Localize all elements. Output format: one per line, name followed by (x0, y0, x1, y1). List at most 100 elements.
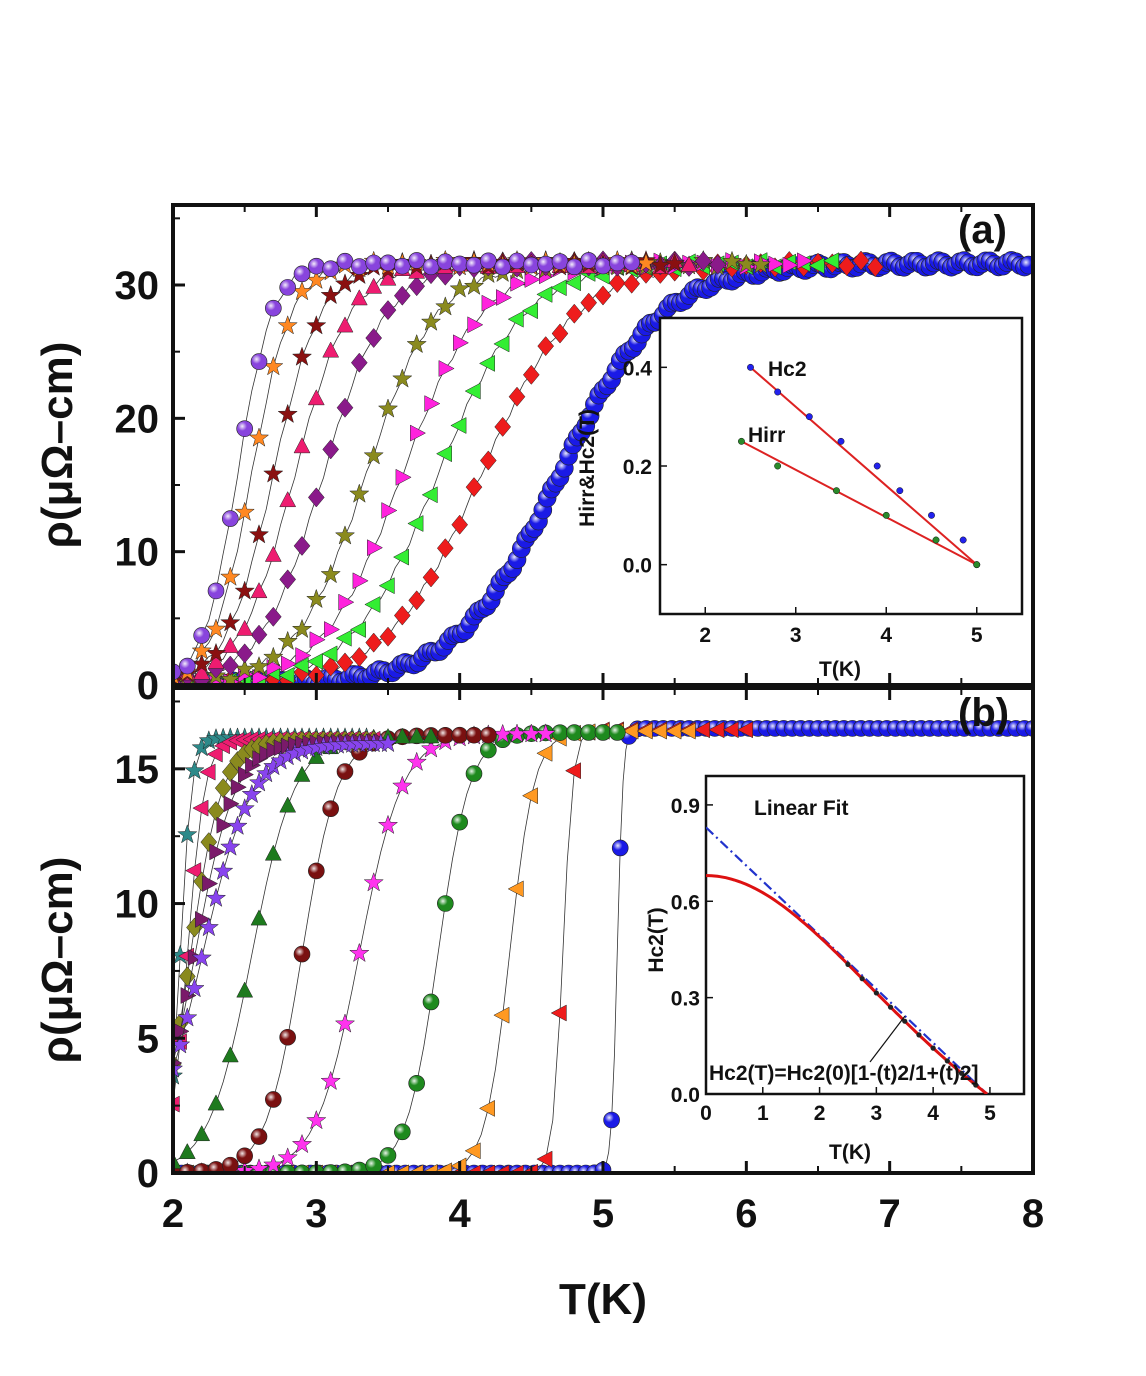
data-point (451, 514, 469, 535)
data-point-highlight (437, 727, 454, 744)
data-point (277, 630, 298, 651)
series-b-5 (173, 726, 497, 1173)
data-point (221, 1046, 239, 1063)
data-point (367, 539, 384, 557)
data-point-highlight (380, 254, 396, 271)
data-point (320, 563, 341, 584)
data-point-highlight (603, 1112, 620, 1129)
data-point (420, 738, 442, 758)
y-tick-label: 0 (137, 1152, 159, 1196)
data-point-highlight (480, 742, 497, 759)
data-point (191, 653, 212, 673)
data-point (248, 772, 270, 792)
data-point (248, 427, 270, 447)
inset-a-point (805, 413, 813, 421)
inset-a-series-Hirr (738, 437, 981, 569)
y-tick-label: 0 (137, 664, 159, 708)
data-point (782, 256, 799, 274)
data-point (220, 566, 241, 586)
data-point (184, 977, 205, 998)
inset-b-y-tick-label: 0.6 (671, 891, 700, 914)
data-point (263, 1154, 284, 1173)
data-point (420, 311, 442, 331)
data-point (797, 252, 814, 270)
data-point-highlight (494, 258, 511, 275)
data-point-highlight (509, 252, 525, 269)
data-point (234, 501, 255, 522)
data-point (293, 437, 311, 454)
data-point (291, 346, 313, 366)
panel-b-y-label: ρ(μΩ–cm) (33, 857, 82, 1064)
data-point (379, 269, 397, 286)
data-point (450, 417, 467, 434)
data-point-highlight (222, 510, 239, 527)
data-point-highlight (552, 724, 568, 741)
data-point (223, 795, 240, 813)
inset-b-x-label: T(K) (829, 1141, 871, 1164)
inset-b-y-label: Hc2(T) (645, 907, 668, 972)
data-point (852, 250, 870, 271)
data-point (421, 486, 438, 504)
data-point-highlight (193, 1163, 210, 1173)
inset-b-point (973, 1082, 979, 1088)
data-point (236, 981, 254, 998)
data-point-highlight (1019, 256, 1033, 275)
data-point (206, 745, 223, 763)
data-point-highlight (265, 300, 282, 317)
data-point (496, 289, 513, 306)
data-point-highlight (595, 724, 611, 741)
inset-a-ticks: 2 3 4 5 0.0 0.2 0.4 (623, 357, 983, 647)
data-point (521, 302, 538, 320)
data-point-highlight (236, 1147, 253, 1164)
inset-a-point (882, 511, 890, 519)
data-point (309, 631, 326, 649)
inset-b-point (930, 1045, 936, 1051)
data-point-highlight (437, 895, 454, 912)
data-point (336, 652, 354, 673)
inset-b-point (873, 990, 879, 996)
data-point (200, 832, 218, 853)
data-point-highlight (351, 258, 368, 275)
data-point-highlight (466, 727, 482, 744)
data-point (320, 1070, 341, 1091)
data-point (838, 256, 856, 276)
data-point (664, 252, 685, 273)
data-point (220, 836, 241, 856)
panel-a-y-label: ρ(μΩ–cm) (33, 342, 82, 549)
series-b-line (173, 743, 389, 1070)
data-point-highlight (523, 257, 540, 274)
data-point (321, 645, 338, 663)
data-point (306, 315, 327, 335)
series-b-line (173, 741, 381, 1064)
inset-a-y-label: Hirr&Hc2(T) (576, 409, 599, 527)
data-point-highlight (537, 256, 554, 273)
data-point (307, 747, 325, 764)
data-point (264, 844, 282, 861)
data-point (808, 257, 825, 275)
inset-b-point (916, 1032, 922, 1038)
data-point (750, 254, 771, 274)
data-point (463, 275, 485, 296)
panel-a-data (173, 249, 1033, 685)
data-point (377, 814, 399, 835)
data-point (212, 860, 234, 881)
inset-a-point (959, 536, 967, 544)
data-point-highlight (322, 1164, 339, 1173)
data-point (381, 502, 398, 519)
data-point (291, 618, 313, 639)
inset-b-point (845, 961, 851, 967)
series-b-line (173, 740, 374, 1065)
inset-b-data (706, 826, 992, 1094)
inset-a-y-tick-label: 0.0 (623, 555, 652, 578)
inset-a-x-label: T(K) (819, 658, 861, 681)
inset-a-x-tick-label: 2 (699, 624, 711, 647)
inset-a-data (738, 363, 981, 569)
inset-b-x-tick-label: 3 (871, 1102, 883, 1125)
x-axis-label: T(K) (559, 1275, 647, 1324)
data-point (263, 646, 284, 667)
inset-b-frame (704, 774, 1026, 1096)
data-point-highlight (566, 724, 583, 741)
data-point (264, 545, 282, 562)
x-tick-label: 7 (879, 1192, 901, 1236)
data-point (193, 1125, 211, 1142)
